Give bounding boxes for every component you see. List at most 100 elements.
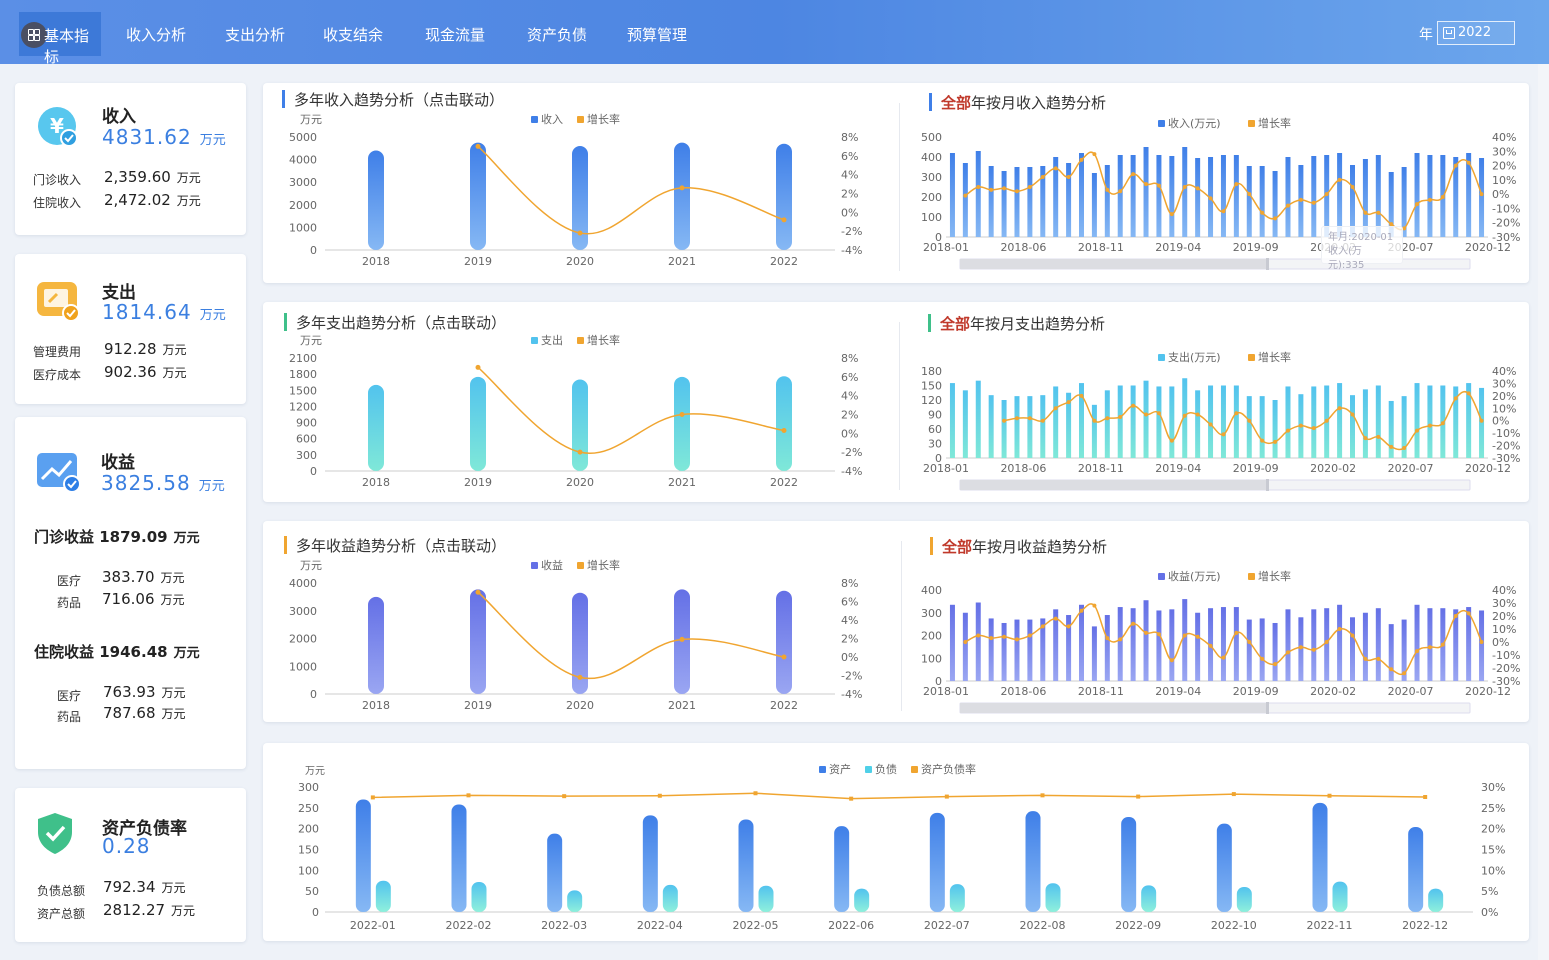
growth-point — [1144, 412, 1149, 417]
legend-swatch — [577, 116, 584, 123]
panel-divider — [899, 103, 900, 271]
tab-income-analysis[interactable]: 收入分析 — [126, 26, 187, 44]
legend-label: 增长率 — [587, 558, 620, 572]
bar — [1337, 383, 1343, 458]
growth-point — [1144, 630, 1149, 635]
bar — [949, 383, 955, 458]
legend-label: 收入(万元) — [1168, 116, 1221, 130]
profit-monthly-title: 全部年按月收益趋势分析 — [930, 536, 1107, 557]
bar — [1027, 619, 1033, 681]
y2-tick-label: 20% — [1481, 823, 1505, 836]
growth-point — [1440, 642, 1445, 647]
scrollbar[interactable] — [1538, 64, 1549, 960]
x-tick-label: 2019-09 — [1233, 462, 1279, 475]
x-tick-label: 2022 — [770, 476, 798, 489]
x-tick-label: 2022-06 — [828, 919, 874, 932]
growth-point — [1195, 186, 1200, 191]
profit-yearly-chart[interactable]: 万元 收益 增长率 0 1000 2000 3000 4000 -4% -2% 0% 2% 4% 6% 8%… — [263, 553, 863, 721]
kpi-expense-value: 1814.64 万元 — [102, 300, 226, 324]
medical-cost-unit: 万元 — [162, 366, 187, 380]
total-liabilities-unit: 万元 — [161, 881, 186, 895]
x-tick-label: 2020-07 — [1388, 685, 1434, 698]
kpi-expense-unit: 万元 — [199, 308, 226, 323]
liability-bar — [1045, 883, 1061, 912]
growth-point — [679, 636, 685, 642]
bar — [1337, 604, 1343, 681]
x-tick-label: 2018-11 — [1078, 685, 1124, 698]
y2-tick-label: 10% — [1492, 623, 1516, 636]
total-liabilities-number: 792.34 — [103, 878, 156, 896]
growth-point — [1376, 210, 1381, 215]
y-axis-unit: 万元 — [300, 559, 322, 572]
bar — [470, 142, 486, 250]
inpatient-medical-value: 763.93 万元 — [103, 683, 186, 701]
income-monthly-chart[interactable]: 收入(万元) 增长率 0 100 200 300 400 500 -30%-20% -10%0%1… — [903, 109, 1523, 283]
x-tick-label: 2018-01 — [923, 241, 969, 254]
tab-budget[interactable]: 预算管理 — [627, 26, 688, 44]
zoom-slider-handle — [1266, 702, 1269, 714]
income-monthly-title-scope[interactable]: 全部 — [941, 94, 972, 112]
bar — [1375, 385, 1381, 458]
year-picker[interactable]: 2022 — [1437, 21, 1515, 45]
profit-monthly-chart[interactable]: 收益(万元) 增长率0100200300400-30%-20%-10%0%10%2… — [903, 554, 1523, 722]
total-assets-label: 资产总额 — [37, 907, 86, 921]
growth-point — [1389, 667, 1394, 672]
growth-point — [1208, 196, 1213, 201]
legend-label: 增长率 — [1258, 350, 1291, 364]
tab-cash-flow[interactable]: 现金流量 — [425, 26, 486, 44]
bar — [1001, 171, 1007, 237]
growth-point — [1415, 649, 1420, 654]
inpatient-profit: 住院收益 1946.48 万元 — [34, 641, 200, 662]
y-tick-label: 50 — [305, 885, 319, 898]
tab-basic-indicators[interactable]: 基本指标 — [19, 12, 101, 66]
growth-line — [477, 366, 785, 455]
growth-point — [963, 193, 968, 198]
bar — [1233, 155, 1239, 237]
bar — [1479, 610, 1485, 681]
asset-bar — [547, 833, 563, 912]
y-tick-label: 2000 — [289, 199, 317, 212]
bar — [1001, 400, 1007, 458]
bar — [949, 153, 955, 237]
legend-swatch — [1158, 120, 1165, 127]
tab-expense-analysis[interactable]: 支出分析 — [225, 26, 286, 44]
x-tick-label: 2019-09 — [1233, 241, 1279, 254]
bar — [1285, 386, 1291, 458]
bar — [1479, 387, 1485, 458]
bar — [1388, 624, 1394, 681]
growth-point — [1118, 189, 1123, 194]
y2-tick-label: 6% — [841, 150, 858, 163]
profit-monthly-title-scope[interactable]: 全部 — [942, 538, 973, 556]
y-tick-label: 2100 — [289, 352, 317, 365]
expense-yearly-chart[interactable]: 万元 支出 增长率 0 300 600 900 1200 1500 1800 2100 -4% -2% 0… — [263, 328, 863, 498]
liability-bar — [1332, 881, 1348, 912]
income-yearly-chart[interactable]: 万元 收入 增长率 0 1000 2000 3000 4000 5000 -4% -2% 0% 2% 4%… — [263, 107, 863, 277]
debt-ratio-point — [1040, 793, 1045, 798]
bar — [1401, 619, 1407, 681]
y-tick-label: 0 — [935, 231, 942, 244]
bar — [776, 376, 792, 471]
y-tick-label: 30 — [928, 438, 942, 451]
growth-point — [1131, 621, 1136, 626]
debt-ratio-point — [1231, 792, 1236, 797]
growth-point — [1402, 671, 1407, 676]
bar — [1156, 155, 1162, 237]
bar — [1001, 622, 1007, 681]
growth-point — [679, 412, 685, 417]
growth-point — [1144, 182, 1149, 187]
y2-tick-label: 0% — [1492, 188, 1509, 201]
expense-monthly-title-scope[interactable]: 全部 — [940, 315, 971, 333]
assets-liabilities-chart[interactable]: 万元 资产 负债 资产负债率 0 50 100 150 200 250 300 0% 5% 10% 15% 2… — [263, 751, 1529, 937]
growth-point — [1092, 603, 1097, 608]
tab-balance[interactable]: 收支结余 — [323, 26, 384, 44]
y2-tick-label: 10% — [1492, 174, 1516, 187]
inpatient-income-unit: 万元 — [176, 194, 201, 208]
tab-assets-liabilities[interactable]: 资产负债 — [527, 26, 588, 44]
y-tick-label: 2000 — [289, 633, 317, 646]
bar — [1414, 604, 1420, 681]
y2-tick-label: 0% — [841, 651, 858, 664]
bar — [674, 376, 690, 471]
zoom-slider-selection — [960, 480, 1266, 490]
legend-swatch — [577, 562, 584, 569]
